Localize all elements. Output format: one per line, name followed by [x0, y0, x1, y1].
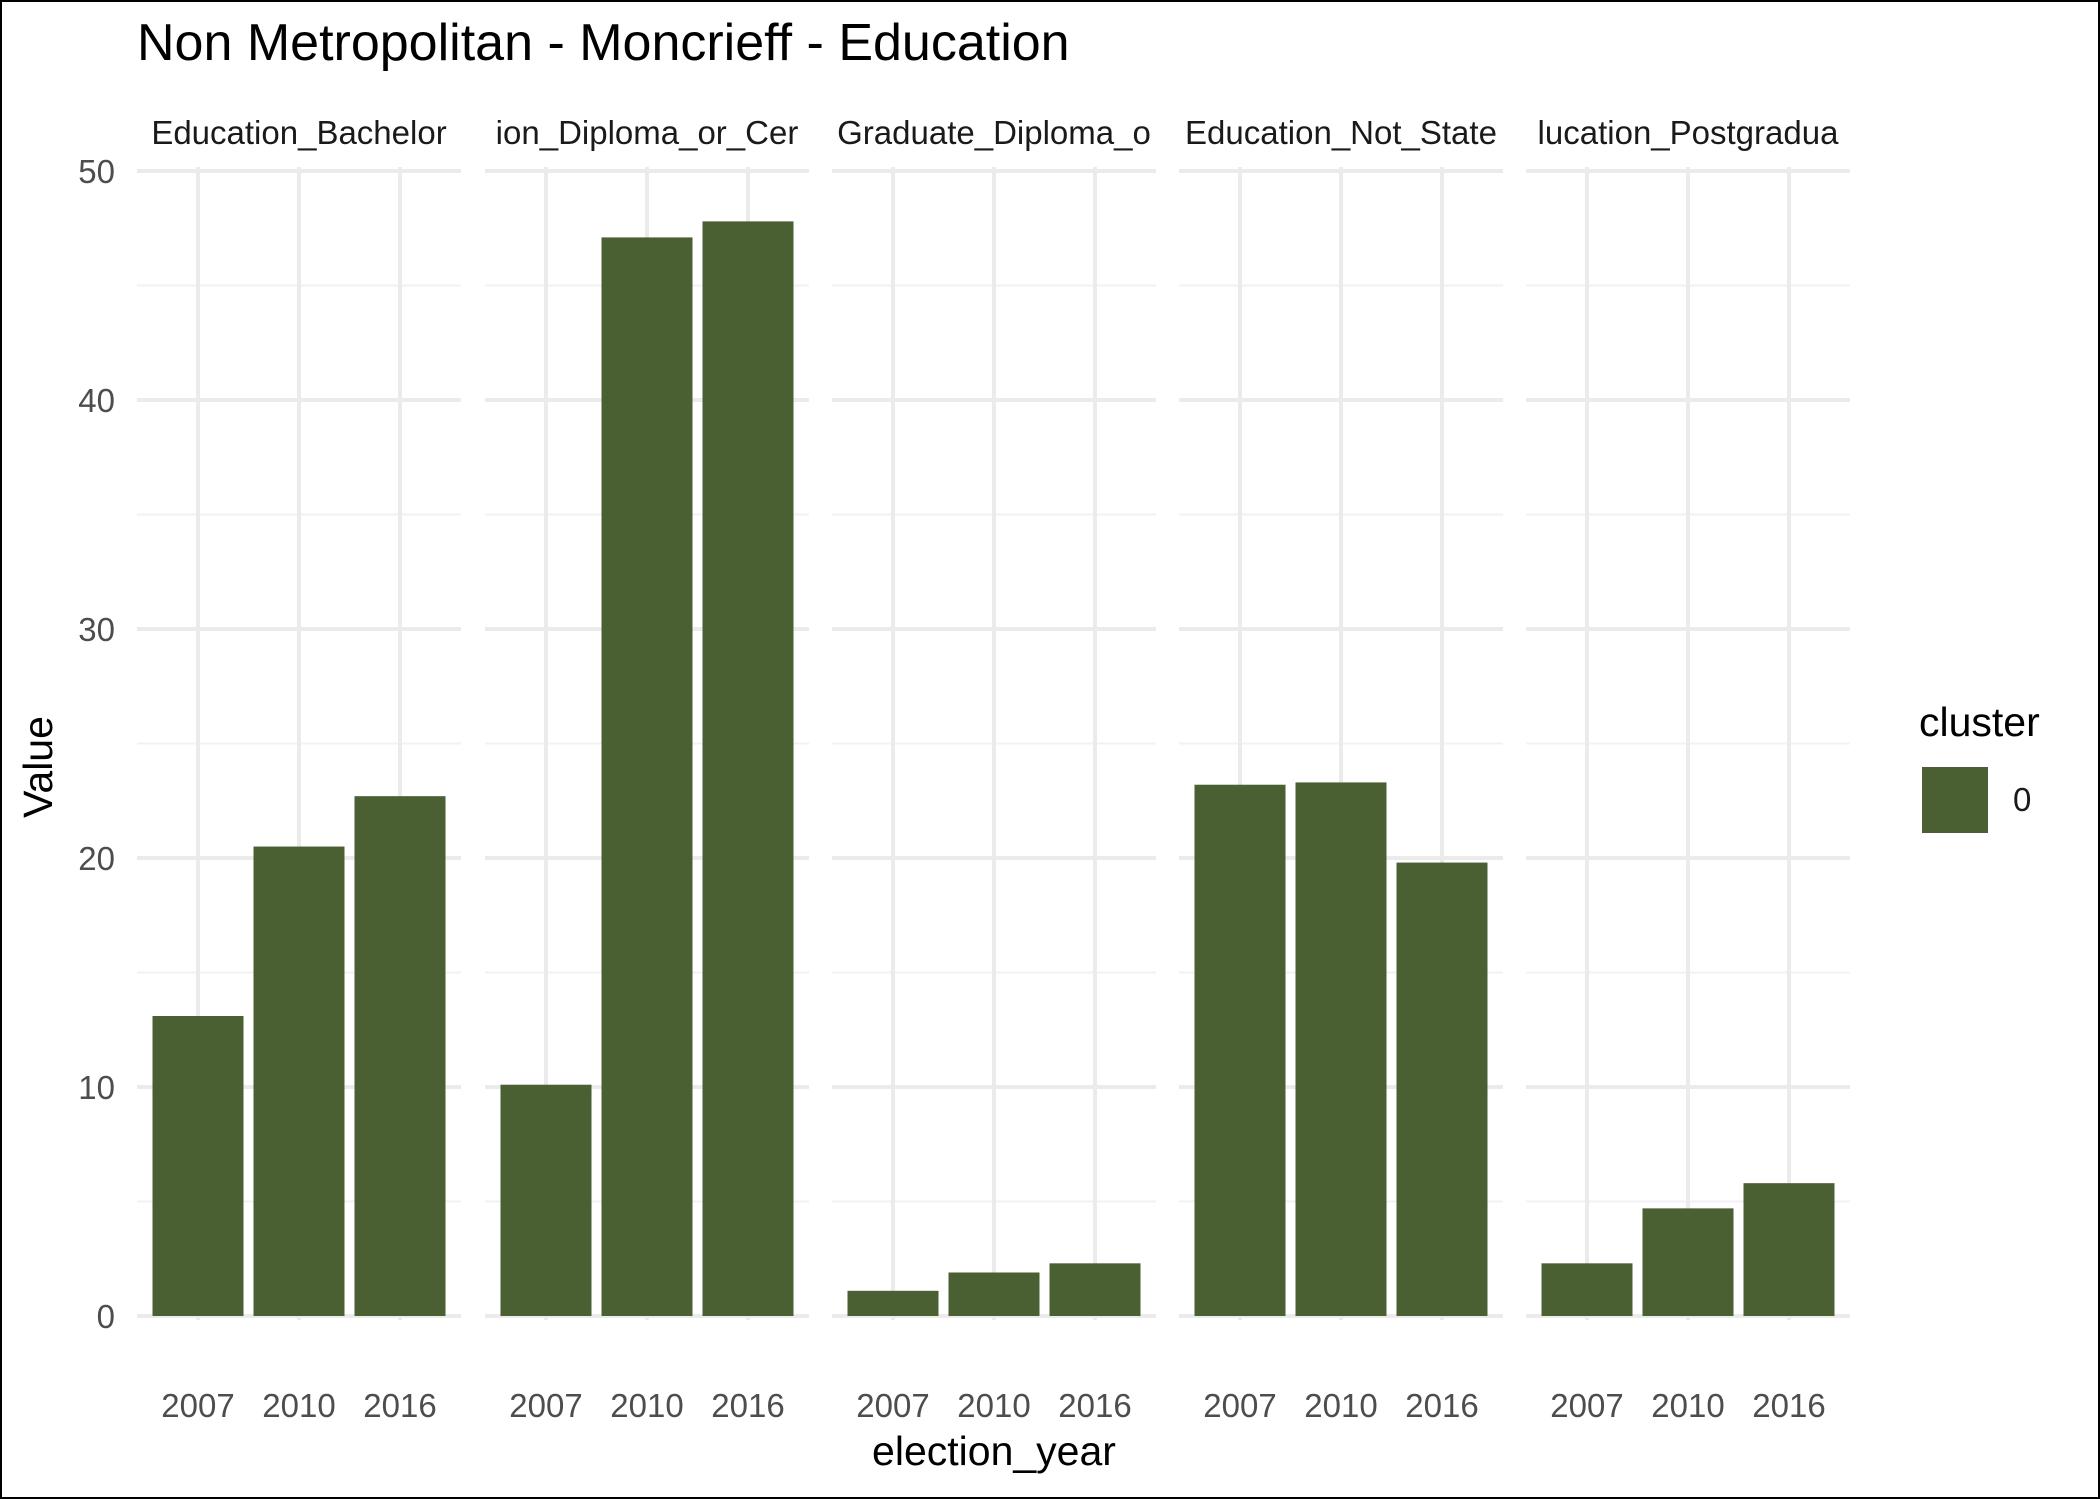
bar	[1396, 862, 1488, 1316]
chart-title: Non Metropolitan - Moncrieff - Education	[137, 14, 1070, 72]
y-tick-label: 10	[78, 1069, 115, 1106]
x-tick-label: 2007	[509, 1387, 582, 1424]
x-tick-label: 2016	[363, 1387, 436, 1424]
x-tick-label: 2010	[1651, 1387, 1724, 1424]
x-tick-label: 2010	[1304, 1387, 1377, 1424]
facet-strip-label: Graduate_Diploma_o	[837, 114, 1151, 151]
bar	[253, 846, 345, 1316]
bar	[1642, 1208, 1734, 1316]
x-tick-label: 2010	[262, 1387, 335, 1424]
y-axis: 0 10 20 30 40 50	[78, 153, 115, 1335]
y-tick-label: 20	[78, 840, 115, 877]
y-axis-title: Value	[15, 716, 61, 818]
x-tick-label: 2010	[610, 1387, 683, 1424]
facet-panel: ion_Diploma_or_Cer 2007 2010 2016	[485, 114, 809, 1424]
bar	[354, 796, 446, 1316]
facet-panel: Education_Bachelor 2007 2010 2016	[137, 114, 461, 1424]
legend: cluster 0	[1919, 699, 2040, 833]
y-tick-label: 40	[78, 382, 115, 419]
bar	[1049, 1263, 1141, 1316]
x-axis-title: election_year	[872, 1428, 1116, 1474]
bar	[601, 237, 693, 1316]
bar	[702, 221, 794, 1316]
x-tick-label: 2007	[161, 1387, 234, 1424]
facet-strip-label: lucation_Postgradua	[1538, 114, 1840, 151]
facet-panel: Education_Not_State 2007 2010 2016	[1179, 114, 1503, 1424]
bar	[1743, 1183, 1835, 1316]
bar	[500, 1084, 592, 1316]
facet-strip-label: Education_Not_State	[1185, 114, 1497, 151]
facet-panel: lucation_Postgradua 2007 2010 2016	[1526, 114, 1850, 1424]
x-tick-label: 2016	[711, 1387, 784, 1424]
x-tick-label: 2007	[856, 1387, 929, 1424]
bar	[152, 1016, 244, 1316]
x-tick-label: 2016	[1752, 1387, 1825, 1424]
legend-key	[1922, 767, 1988, 833]
bar	[1295, 782, 1387, 1316]
facet-strip-label: Education_Bachelor	[151, 114, 446, 151]
y-tick-label: 30	[78, 611, 115, 648]
bar	[1541, 1263, 1633, 1316]
legend-title: cluster	[1919, 699, 2040, 745]
facet-panel: Graduate_Diploma_o 2007 2010 2016	[832, 114, 1156, 1424]
x-tick-label: 2007	[1203, 1387, 1276, 1424]
x-tick-label: 2010	[957, 1387, 1030, 1424]
bar	[1194, 784, 1286, 1316]
y-tick-label: 0	[97, 1298, 115, 1335]
x-tick-label: 2016	[1405, 1387, 1478, 1424]
facet-strip-label: ion_Diploma_or_Cer	[496, 114, 799, 151]
bar	[948, 1272, 1040, 1316]
x-tick-label: 2007	[1550, 1387, 1623, 1424]
legend-label: 0	[2013, 781, 2031, 818]
x-tick-label: 2016	[1058, 1387, 1131, 1424]
bar	[847, 1290, 939, 1316]
y-tick-label: 50	[78, 153, 115, 190]
